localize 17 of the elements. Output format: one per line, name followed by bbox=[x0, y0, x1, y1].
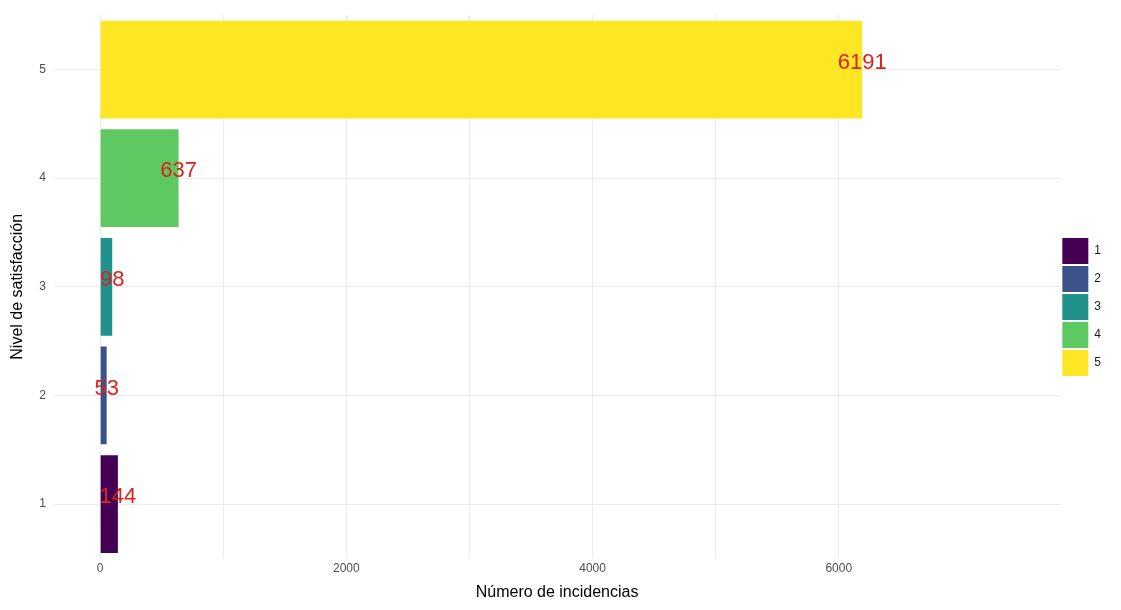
y-tick-label: 1 bbox=[39, 496, 47, 511]
legend-label: 5 bbox=[1094, 355, 1102, 370]
legend-label: 4 bbox=[1094, 327, 1102, 342]
x-tick-label: 4000 bbox=[579, 560, 607, 575]
y-tick-label: 2 bbox=[39, 387, 47, 402]
x-tick-label: 2000 bbox=[333, 560, 361, 575]
y-tick-label: 5 bbox=[39, 61, 47, 76]
data-label: 637 bbox=[160, 157, 197, 183]
x-tick-label: 0 bbox=[96, 560, 104, 575]
legend-label: 2 bbox=[1094, 271, 1102, 286]
y-tick-label: 3 bbox=[39, 279, 47, 294]
legend-label: 3 bbox=[1094, 299, 1102, 314]
x-axis-title: Número de incidencias bbox=[475, 582, 639, 600]
y-tick-label: 4 bbox=[39, 170, 47, 185]
legend-label: 1 bbox=[1094, 243, 1102, 258]
y-axis-title: Nivel de satisfacción bbox=[8, 213, 26, 360]
x-tick-label: 6000 bbox=[825, 560, 853, 575]
